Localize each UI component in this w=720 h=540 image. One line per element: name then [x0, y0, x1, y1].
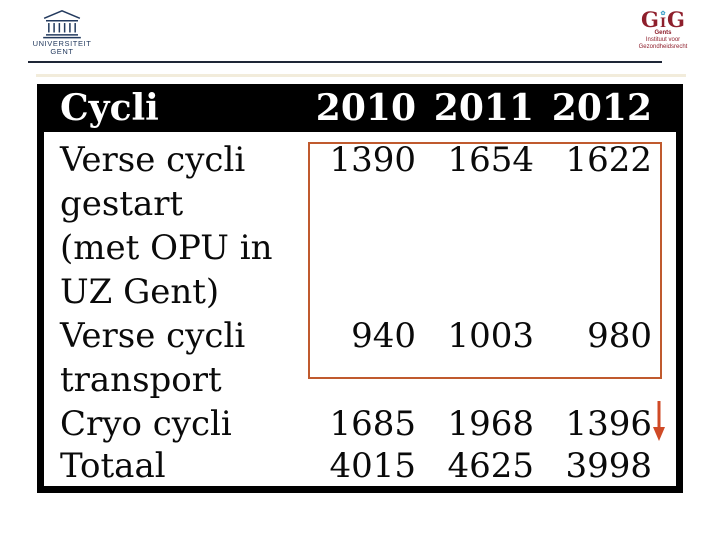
down-arrow-icon	[653, 401, 665, 441]
ugent-logo-line1: UNIVERSITEIT	[32, 39, 92, 48]
gig-flower-icon: ✿	[660, 10, 666, 17]
gig-logo-letters: G ✿ I G	[630, 7, 696, 32]
ugent-logo: UNIVERSITEIT GENT	[26, 8, 98, 56]
cell-value: 1390	[329, 140, 416, 180]
row-label-line: transport	[60, 360, 222, 400]
row-label-line: Verse cycli	[60, 316, 246, 356]
cell-value: 1654	[447, 140, 534, 180]
ugent-building-icon	[43, 10, 81, 39]
gig-tagline-1: Gents	[654, 30, 672, 36]
cell-value: 1622	[565, 140, 652, 180]
row-label-line: Totaal	[60, 446, 166, 486]
cell-value: 1968	[447, 404, 534, 444]
cell-value: 1685	[329, 404, 416, 444]
gig-letter-g2: G	[667, 7, 685, 32]
cell-value: 3998	[565, 446, 652, 486]
gig-letter-g1: G	[641, 7, 659, 32]
cell-value: 4625	[447, 446, 534, 486]
cell-value: 940	[351, 316, 416, 356]
row-label-line: (met OPU in	[60, 228, 273, 268]
row-label: Cryo cycli	[44, 402, 308, 446]
gig-logo: G ✿ I G Gents Instituut voor Gezondheids…	[630, 7, 696, 51]
gig-tagline-3: Gezondheidsrecht	[638, 44, 688, 50]
accent-rule	[36, 74, 686, 77]
table-row-totaal: Totaal 4015 4625 3998	[44, 444, 676, 486]
row-label-line: gestart	[60, 184, 184, 224]
table-header-2010: 2010	[315, 87, 416, 129]
cycli-table: Cycli 2010 2011 2012 Verse cycli gestart…	[37, 84, 683, 493]
ugent-logo-line2: GENT	[50, 47, 74, 56]
table-row-verse-cycli-gestart: Verse cycli gestart (met OPU in UZ Gent)…	[44, 138, 676, 314]
cell-value: 980	[587, 316, 652, 356]
table-header-row: Cycli 2010 2011 2012	[44, 84, 676, 132]
cell-value: 4015	[329, 446, 416, 486]
table-header-2012: 2012	[551, 87, 652, 129]
row-label: Verse cycli transport	[44, 314, 308, 402]
table-body: Verse cycli gestart (met OPU in UZ Gent)…	[44, 132, 676, 486]
table-header-cycli: Cycli	[60, 87, 159, 129]
row-label: Totaal	[44, 444, 308, 488]
row-label: Verse cycli gestart (met OPU in UZ Gent)	[44, 138, 308, 314]
table-header-2011: 2011	[433, 87, 534, 129]
cell-value: 1396	[565, 404, 652, 444]
gig-letter-i: I	[659, 16, 667, 31]
row-label-line: Verse cycli	[60, 140, 246, 180]
cell-value: 1003	[447, 316, 534, 356]
row-label-line: UZ Gent)	[60, 272, 220, 312]
table-row-verse-cycli-transport: Verse cycli transport 940 1003 980	[44, 314, 676, 402]
header-rule	[28, 61, 662, 63]
row-label-line: Cryo cycli	[60, 404, 232, 444]
gig-tagline-2: Instituut voor	[645, 37, 681, 43]
table-row-cryo-cycli: Cryo cycli 1685 1968 1396	[44, 402, 676, 444]
